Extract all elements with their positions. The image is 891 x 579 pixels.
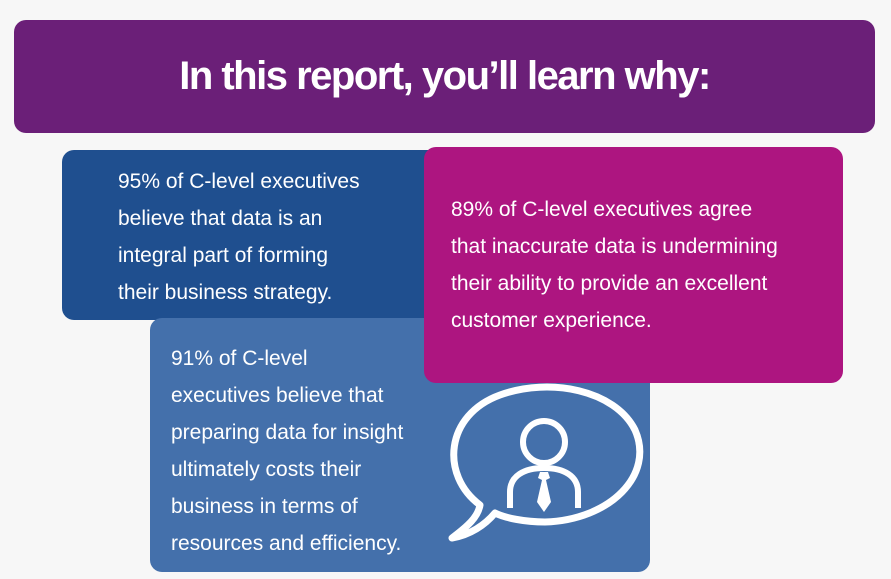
card-text-line: ultimately costs their [171, 458, 362, 481]
card-text-line: their ability to provide an excellent [451, 272, 768, 295]
card-text-line: resources and efficiency. [171, 532, 402, 555]
card-text-line: that inaccurate data is undermining [451, 235, 778, 258]
card-text-line: executives believe that [171, 384, 384, 407]
card-text-line: 89% of C-level executives agree [451, 198, 753, 221]
card-text-line: integral part of forming [118, 244, 329, 267]
person-body [507, 464, 581, 508]
person-tie [537, 472, 551, 512]
card-text-line: 91% of C-level [171, 347, 308, 370]
card-text-line: preparing data for insight [171, 421, 404, 444]
person-head [520, 418, 568, 466]
header-banner: In this report, you’ll learn why: [14, 20, 875, 133]
stat-card: 89% of C-level executives agree that inac… [424, 147, 843, 383]
bubble [448, 383, 644, 542]
card-text-line: business in terms of [171, 495, 358, 518]
stat-card: 95% of C-level executives believe that da… [62, 150, 440, 320]
title: In this report, you’ll learn why: [179, 54, 711, 98]
card-text-line: customer experience. [451, 309, 652, 332]
card-text-line: 95% of C-level executives [118, 170, 360, 193]
speech-bubble-icon [448, 383, 644, 542]
card-text-line: believe that data is an [118, 207, 323, 230]
card-text-line: their business strategy. [118, 281, 333, 304]
